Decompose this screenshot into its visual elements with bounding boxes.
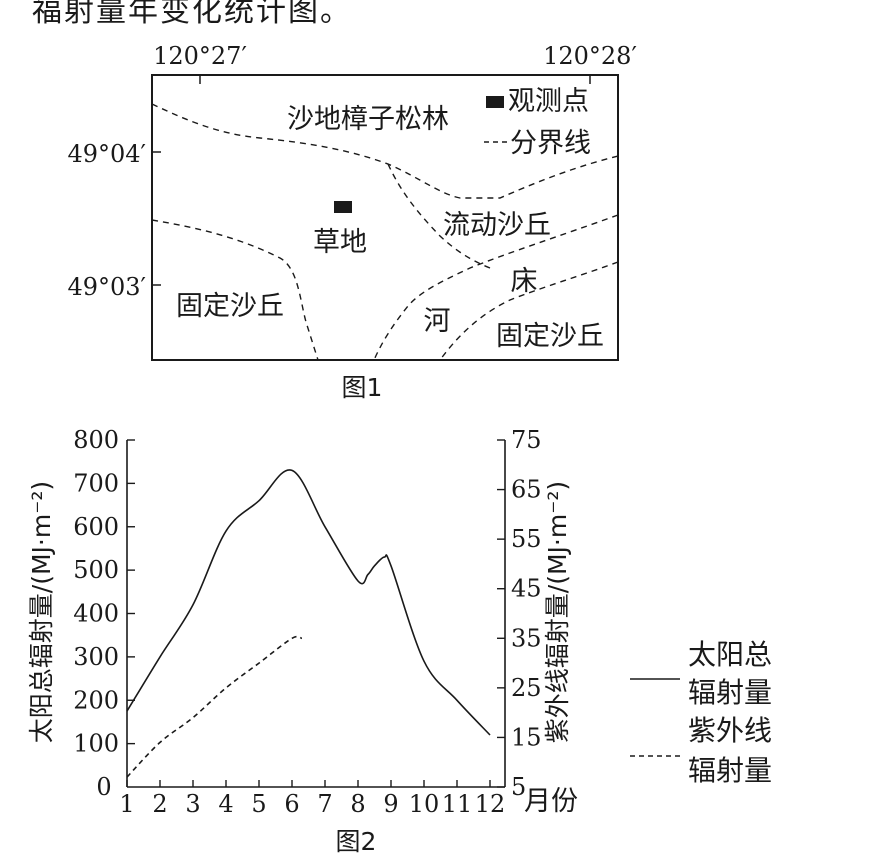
- x-tick-label: 12: [475, 790, 506, 818]
- region-label-fixed-dune-left: 固定沙丘: [176, 291, 284, 322]
- legend-uv-line1: 紫外线: [688, 714, 772, 747]
- x-tick-label: 2: [152, 790, 167, 818]
- map-frame: [151, 74, 619, 361]
- right-y-ticks: 5 15 25 35 45 55 65 75: [497, 426, 542, 801]
- region-label-grassland: 草地: [313, 227, 367, 258]
- right-tick-label: 25: [511, 674, 542, 702]
- left-tick-label: 400: [73, 600, 119, 628]
- right-tick-label: 5: [511, 773, 526, 801]
- right-tick-label: 35: [511, 624, 542, 652]
- top-caption-text: 福射量年变化统计图。: [32, 0, 352, 29]
- boundary-river-right: [439, 261, 619, 361]
- x-tick-label: 5: [251, 790, 266, 818]
- boundary-forest: [151, 103, 619, 199]
- region-label-riverbed-chuang: 床: [511, 266, 538, 297]
- figure1-caption: 图1: [342, 373, 383, 402]
- region-label-fixed-dune-right: 固定沙丘: [496, 321, 604, 352]
- lat-label-bottom: 49°03′: [67, 273, 146, 301]
- lon-label-left: 120°27′: [153, 42, 247, 70]
- left-axis-title: 太阳总辐射量/(MJ·m⁻²): [27, 481, 56, 743]
- x-tick-label: 7: [317, 790, 332, 818]
- boundary-grass-dune: [387, 163, 491, 269]
- right-tick-label: 65: [511, 476, 542, 504]
- x-axis-unit-label: 月份: [524, 786, 578, 817]
- figure1-map: 120°27′ 120°28′ 49°04′ 49°03′ 沙地樟子松林 草地 …: [67, 42, 636, 402]
- right-axis-title: 紫外线辐射量/(MJ·m⁻²): [543, 481, 572, 743]
- figure2-caption: 图2: [336, 827, 377, 856]
- boundary-river-left: [373, 214, 619, 361]
- x-ticks: 1 2 3 4 5 6 7 8 9 10 11 12: [119, 780, 505, 818]
- lat-label-top: 49°04′: [67, 140, 146, 168]
- x-tick-label: 11: [442, 790, 473, 818]
- series-layer: [126, 469, 491, 778]
- x-tick-label: 3: [185, 790, 200, 818]
- left-tick-label: 200: [73, 686, 119, 714]
- x-tick-label: 6: [284, 790, 299, 818]
- uv-radiation-line: [126, 635, 303, 778]
- legend-solar-line2: 辐射量: [688, 676, 772, 709]
- boundary-fixed-left: [151, 219, 319, 361]
- region-label-riverbed-he: 河: [424, 306, 451, 337]
- x-tick-label: 1: [119, 790, 134, 818]
- legend-solar-line1: 太阳总: [688, 638, 772, 671]
- solar-radiation-line: [126, 469, 491, 736]
- right-tick-label: 15: [511, 723, 542, 751]
- left-tick-label: 800: [73, 426, 119, 454]
- left-tick-label: 300: [73, 643, 119, 671]
- left-tick-label: 600: [73, 513, 119, 541]
- legend-observation-icon: [486, 96, 504, 108]
- x-tick-label: 10: [409, 790, 440, 818]
- observation-point-marker: [334, 201, 352, 213]
- region-label-forest: 沙地樟子松林: [287, 104, 449, 135]
- lon-label-right: 120°28′: [543, 42, 637, 70]
- x-tick-label: 8: [350, 790, 365, 818]
- left-tick-label: 700: [73, 469, 119, 497]
- legend-uv-line2: 辐射量: [688, 754, 772, 787]
- right-tick-label: 55: [511, 525, 542, 553]
- left-tick-label: 500: [73, 556, 119, 584]
- right-tick-label: 45: [511, 575, 542, 603]
- legend-observation-label: 观测点: [508, 86, 589, 117]
- region-label-mobile-dune: 流动沙丘: [443, 210, 551, 241]
- left-tick-label: 100: [73, 730, 119, 758]
- left-y-ticks: 0 100 200 300 400 500 600 700 800: [73, 426, 135, 801]
- x-tick-label: 4: [218, 790, 233, 818]
- legend-boundary-label: 分界线: [510, 128, 591, 159]
- left-tick-label: 0: [96, 773, 111, 801]
- right-tick-label: 75: [511, 426, 542, 454]
- x-tick-label: 9: [383, 790, 398, 818]
